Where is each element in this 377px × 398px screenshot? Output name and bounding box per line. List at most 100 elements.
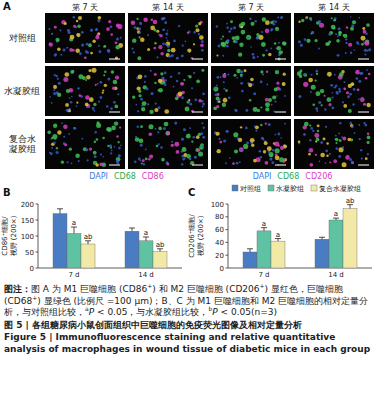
nucleus <box>260 81 263 84</box>
nucleus <box>230 27 233 30</box>
nucleus <box>163 127 166 130</box>
nucleus <box>194 98 197 101</box>
nucleus <box>167 45 170 48</box>
cell <box>361 43 364 46</box>
cell <box>138 90 141 93</box>
x-tick-label: 14 d <box>328 271 344 279</box>
cell <box>339 72 344 77</box>
nucleus <box>63 136 65 138</box>
bar <box>329 220 343 268</box>
nucleus <box>233 26 236 29</box>
nucleus <box>107 50 110 53</box>
bar <box>257 231 271 268</box>
cell <box>195 24 198 27</box>
cell <box>230 20 233 23</box>
nucleus <box>335 33 337 35</box>
cell <box>96 123 101 128</box>
nucleus <box>234 109 236 111</box>
nucleus <box>361 157 363 159</box>
cell <box>78 16 82 20</box>
nucleus <box>139 22 142 25</box>
cell <box>106 27 110 31</box>
nucleus <box>144 81 146 83</box>
cell <box>265 102 270 107</box>
nucleus <box>321 142 323 144</box>
cell <box>239 43 243 47</box>
nucleus <box>366 69 368 71</box>
cell <box>320 153 325 158</box>
cell <box>131 20 136 25</box>
cell <box>63 124 67 128</box>
cell <box>309 148 313 152</box>
cell <box>355 70 360 75</box>
nucleus <box>182 44 184 46</box>
cell <box>272 95 276 99</box>
cell <box>82 76 86 80</box>
cell <box>149 154 153 158</box>
y-tick-label: 60 <box>215 226 224 234</box>
cell <box>282 42 285 45</box>
nucleus <box>201 40 204 43</box>
cell <box>70 70 74 74</box>
cell <box>95 84 97 86</box>
cell <box>160 72 163 75</box>
y-tick-label: 80 <box>215 213 224 221</box>
cell <box>191 141 193 143</box>
cell <box>185 107 190 112</box>
nucleus <box>58 82 61 85</box>
cell <box>333 19 336 22</box>
cell <box>76 20 78 22</box>
cell <box>241 30 246 35</box>
cell <box>222 74 226 78</box>
cell <box>347 138 351 142</box>
nucleus <box>226 45 229 48</box>
micrograph <box>45 13 125 63</box>
cell <box>366 23 370 27</box>
cell <box>265 123 267 125</box>
nucleus <box>258 150 261 153</box>
nucleus <box>178 25 180 27</box>
nucleus <box>162 28 165 31</box>
nucleus <box>220 38 222 40</box>
nucleus <box>277 16 279 18</box>
cell <box>66 89 70 93</box>
nucleus <box>298 40 301 43</box>
nucleus <box>361 97 363 99</box>
nucleus <box>218 138 220 140</box>
nucleus <box>337 36 339 38</box>
nucleus <box>144 75 147 78</box>
y-tick-label: 40 <box>215 239 224 247</box>
cell <box>113 80 118 85</box>
column-header: 第 7 天 <box>238 3 264 12</box>
cell <box>137 56 141 60</box>
nucleus <box>278 42 280 44</box>
nucleus <box>284 123 286 125</box>
cell <box>61 160 64 163</box>
nucleus <box>181 83 184 86</box>
nucleus <box>165 43 167 45</box>
nucleus <box>240 82 243 85</box>
nucleus <box>324 108 327 111</box>
column-header: 第 14 天 <box>318 3 349 12</box>
nucleus <box>270 48 272 50</box>
cell <box>275 27 279 31</box>
nucleus <box>55 75 58 78</box>
cell <box>115 45 120 50</box>
nucleus <box>171 54 174 57</box>
significance-label: ab <box>346 197 355 205</box>
nucleus <box>163 83 166 86</box>
nucleus <box>181 96 184 99</box>
nucleus <box>353 88 356 91</box>
cell <box>178 91 183 96</box>
cell <box>320 89 324 93</box>
cell <box>75 154 80 159</box>
nucleus <box>181 138 184 141</box>
nucleus <box>352 161 354 163</box>
x-tick-label: 14 d <box>138 271 154 279</box>
bar <box>243 252 257 268</box>
cell <box>352 20 356 24</box>
nucleus <box>86 43 89 46</box>
legend-swatch <box>232 185 238 191</box>
nucleus <box>201 49 204 52</box>
cell <box>239 147 244 152</box>
